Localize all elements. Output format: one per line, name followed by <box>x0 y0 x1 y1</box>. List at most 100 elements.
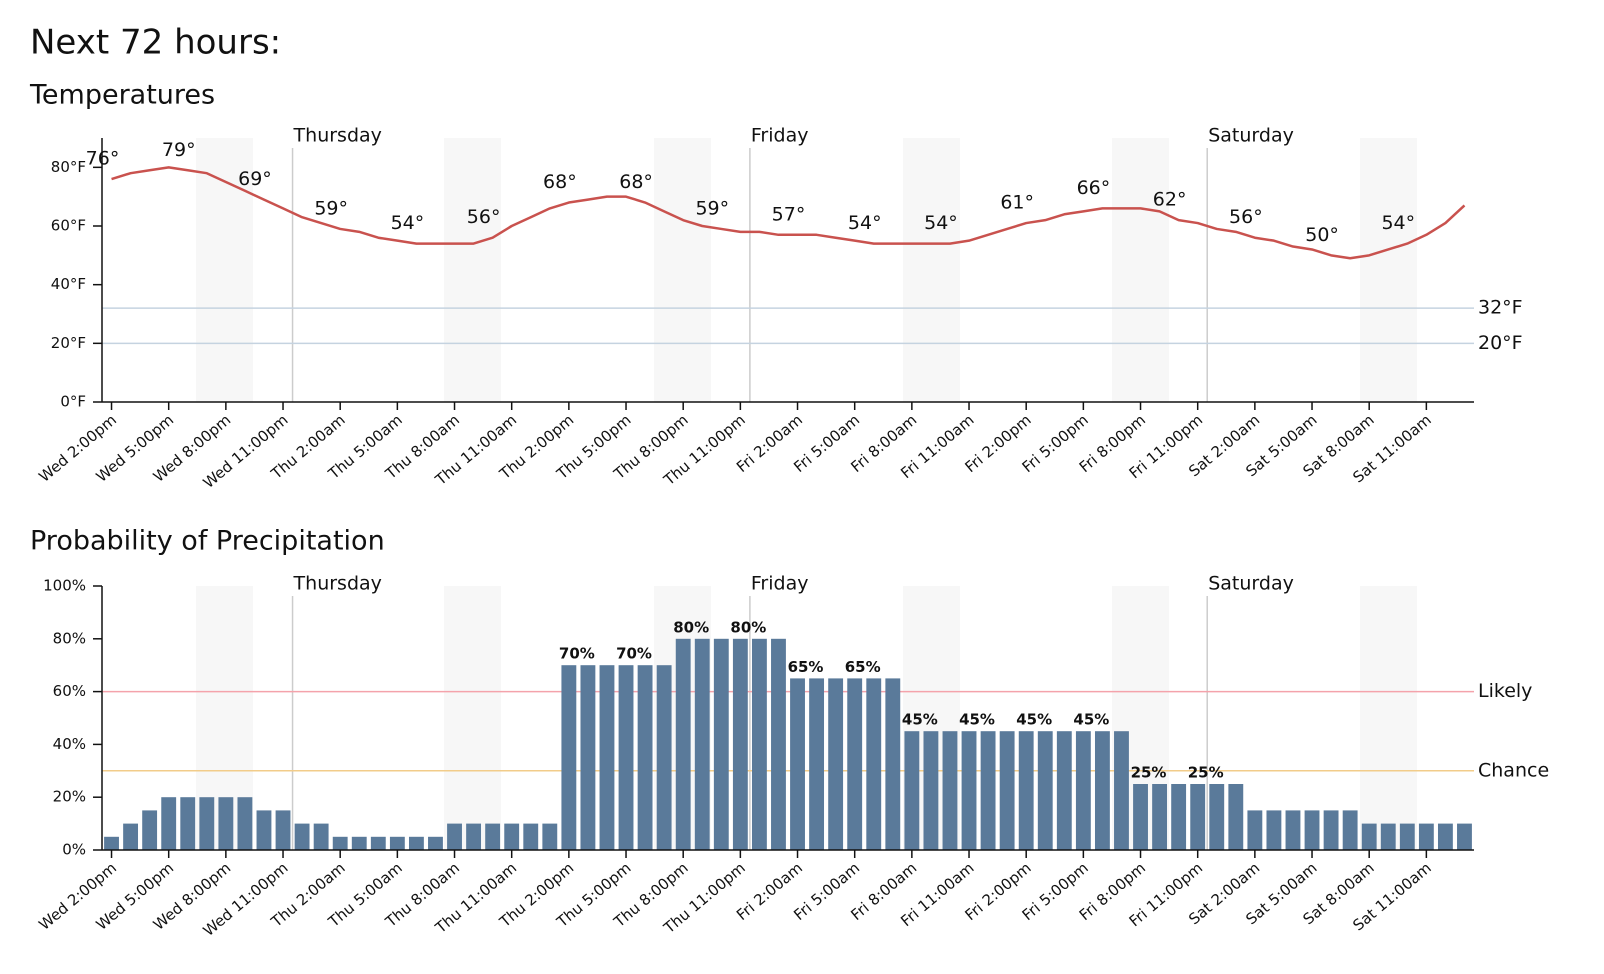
bar <box>408 836 424 850</box>
day-label: Thursday <box>293 125 382 147</box>
bar <box>504 823 520 850</box>
bar <box>180 797 196 850</box>
value-label: 79° <box>162 139 196 161</box>
bar <box>1133 784 1148 850</box>
value-label: 59° <box>695 197 729 219</box>
bar <box>732 638 748 850</box>
y-tick-label: 0% <box>62 841 86 859</box>
bar <box>142 810 158 850</box>
bar <box>751 638 767 850</box>
bar <box>1114 731 1129 850</box>
bar <box>218 797 234 850</box>
y-tick-label: 0°F <box>60 393 86 411</box>
bar <box>1399 823 1415 850</box>
day-label: Saturday <box>1208 125 1294 147</box>
bar <box>809 678 825 850</box>
bar <box>1075 731 1091 850</box>
bar <box>1437 823 1453 850</box>
value-label: 45% <box>1016 711 1052 729</box>
chart-title: Temperatures <box>29 80 215 111</box>
bar <box>1018 731 1034 850</box>
value-label: 66° <box>1077 177 1111 199</box>
y-tick-label: 40°F <box>51 275 86 293</box>
bar <box>1323 810 1339 850</box>
bar <box>599 665 615 850</box>
value-label: 61° <box>1000 192 1034 214</box>
bar <box>713 638 729 850</box>
chart-title: Probability of Precipitation <box>30 526 385 557</box>
value-label: 45% <box>902 711 938 729</box>
bar <box>1285 810 1301 850</box>
value-label: 59° <box>314 197 348 219</box>
value-label: 56° <box>467 206 501 228</box>
bar <box>389 836 405 850</box>
bar <box>104 836 119 850</box>
value-label: 50° <box>1305 224 1339 246</box>
value-label: 54° <box>1381 212 1415 234</box>
y-tick-label: 60°F <box>51 217 86 235</box>
bar <box>1190 784 1206 850</box>
bar <box>1266 810 1282 850</box>
value-label: 65% <box>788 658 824 676</box>
bar <box>332 836 348 850</box>
bar <box>351 836 367 850</box>
bar <box>923 731 939 850</box>
value-label: 56° <box>1229 206 1263 228</box>
bar <box>370 836 386 850</box>
value-label: 45% <box>959 711 995 729</box>
bar <box>1056 731 1072 850</box>
value-label: 65% <box>845 658 881 676</box>
bar <box>1037 731 1053 850</box>
bar <box>866 678 882 850</box>
night-shade <box>1360 138 1417 402</box>
bar <box>561 665 577 850</box>
bar <box>313 823 329 850</box>
bar <box>999 731 1015 850</box>
bar <box>1304 810 1320 850</box>
reference-label: 20°F <box>1478 332 1523 354</box>
bar <box>961 731 977 850</box>
value-label: 45% <box>1073 711 1109 729</box>
bar <box>1171 784 1187 850</box>
bar <box>447 823 462 850</box>
bar <box>885 678 901 850</box>
value-label: 57° <box>772 203 806 225</box>
value-label: 25% <box>1188 764 1224 782</box>
bar <box>199 797 215 850</box>
value-label: 54° <box>924 212 958 234</box>
heading: Next 72 hours: <box>30 23 281 63</box>
value-label: 62° <box>1153 189 1187 211</box>
bar <box>1361 823 1377 850</box>
bar <box>1209 784 1225 850</box>
bar <box>275 810 291 850</box>
bar <box>542 823 558 850</box>
bar <box>771 638 786 850</box>
bar <box>618 665 634 850</box>
day-label: Friday <box>751 573 809 595</box>
bar <box>1342 810 1358 850</box>
value-label: 25% <box>1131 764 1167 782</box>
value-label: 70% <box>616 645 652 663</box>
bar <box>790 678 805 850</box>
bar <box>161 797 177 850</box>
bar <box>237 797 253 850</box>
night-shade <box>654 138 711 402</box>
bar <box>828 678 844 850</box>
bar <box>637 665 653 850</box>
night-shade <box>1112 138 1169 402</box>
bar <box>942 731 958 850</box>
y-tick-label: 100% <box>43 577 86 595</box>
bar <box>523 823 539 850</box>
value-label: 68° <box>619 171 653 193</box>
bar <box>580 665 596 850</box>
bar <box>694 638 710 850</box>
bar <box>1380 823 1396 850</box>
y-tick-label: 20°F <box>51 334 86 352</box>
temperature-line <box>111 166 1466 260</box>
value-label: 80% <box>673 618 709 636</box>
value-label: 69° <box>238 168 272 190</box>
value-label: 54° <box>848 212 882 234</box>
bar <box>847 678 863 850</box>
bar <box>675 638 691 850</box>
y-tick-label: 80% <box>53 629 86 647</box>
